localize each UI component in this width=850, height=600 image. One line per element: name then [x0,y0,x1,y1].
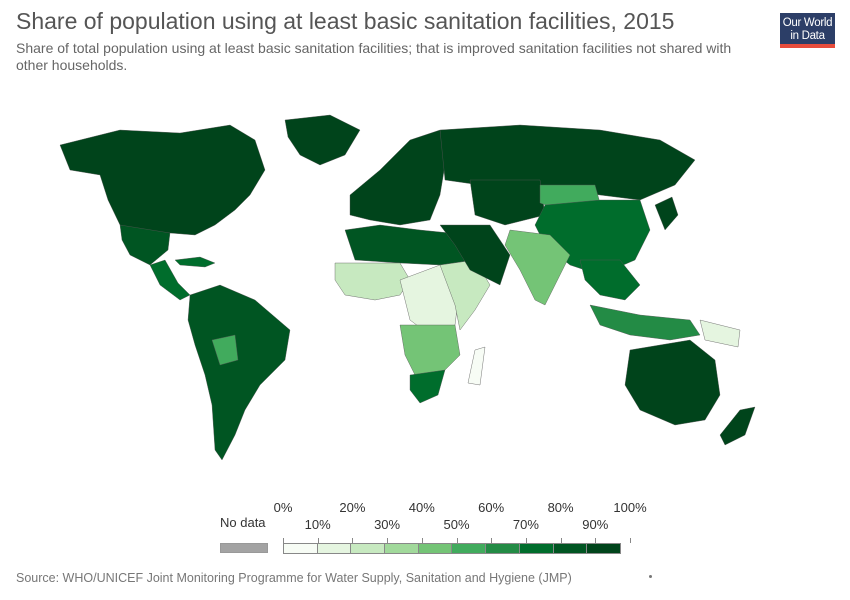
legend-tick [283,538,284,543]
legend-bin[interactable] [350,543,386,554]
caribbean-region[interactable] [174,256,216,268]
legend-tick [491,538,493,543]
south-america-region[interactable] [187,284,291,461]
legend-label-top: 60% [478,500,505,515]
legend-label-bottom: 30% [374,517,401,532]
legend-label-bottom: 90% [582,517,609,532]
west-africa-region[interactable] [334,262,411,301]
legend-label-top: 0% [273,500,293,515]
indonesia-region[interactable] [589,304,701,341]
greenland-region[interactable] [284,114,361,166]
legend-tick [421,538,423,543]
australia-region[interactable] [624,339,721,426]
legend-bin[interactable] [384,543,419,554]
owid-logo[interactable]: Our World in Data [780,13,835,48]
legend-tick [352,538,354,543]
logo-line-1: Our World [782,17,833,29]
japan-region[interactable] [654,196,679,231]
legend-label-top: 100% [613,500,647,515]
legend-label-top: 20% [339,500,366,515]
southeast-asia-region[interactable] [579,259,641,301]
legend-tick [525,538,527,543]
madagascar-region[interactable] [467,346,486,386]
legend-tick [456,538,458,543]
legend-tick [387,538,389,543]
footer-dot [649,575,652,578]
no-data-label: No data [220,515,266,530]
new-zealand-region[interactable] [719,406,756,446]
south-africa-region[interactable] [409,369,446,404]
source-note: Source: WHO/UNICEF Joint Monitoring Prog… [16,571,572,585]
legend-bin[interactable] [552,543,588,554]
chart-title: Share of population using at least basic… [16,8,675,34]
central-asia-region[interactable] [469,179,546,226]
legend-bin[interactable] [417,543,453,554]
legend-tick [560,538,562,543]
europe-region[interactable] [349,129,446,226]
legend-tick [595,538,597,543]
legend-bin[interactable] [283,543,318,554]
legend-bin[interactable] [451,543,487,554]
chart-subtitle: Share of total population using at least… [16,40,732,73]
legend-bins [283,543,621,554]
no-data-swatch[interactable] [220,543,268,553]
legend-bin[interactable] [518,543,554,554]
southern-africa-region[interactable] [399,324,461,376]
bolivia-region[interactable] [211,334,239,366]
legend-tick [317,538,319,543]
legend-bin[interactable] [586,543,621,554]
legend-label-top: 80% [547,500,574,515]
logo-line-2: in Data [790,30,825,42]
legend-label-bottom: 10% [304,517,331,532]
png-region[interactable] [699,319,741,348]
north-america-region[interactable] [59,124,266,236]
legend-label-bottom: 70% [512,517,539,532]
legend-label-bottom: 50% [443,517,470,532]
india-region[interactable] [504,229,571,306]
central-america-region[interactable] [149,259,191,301]
middle-east-region[interactable] [439,224,511,286]
legend-bin[interactable] [485,543,520,554]
legend-tick [630,538,631,543]
legend-bin[interactable] [316,543,352,554]
legend-label-top: 40% [408,500,435,515]
world-map[interactable] [0,85,850,475]
